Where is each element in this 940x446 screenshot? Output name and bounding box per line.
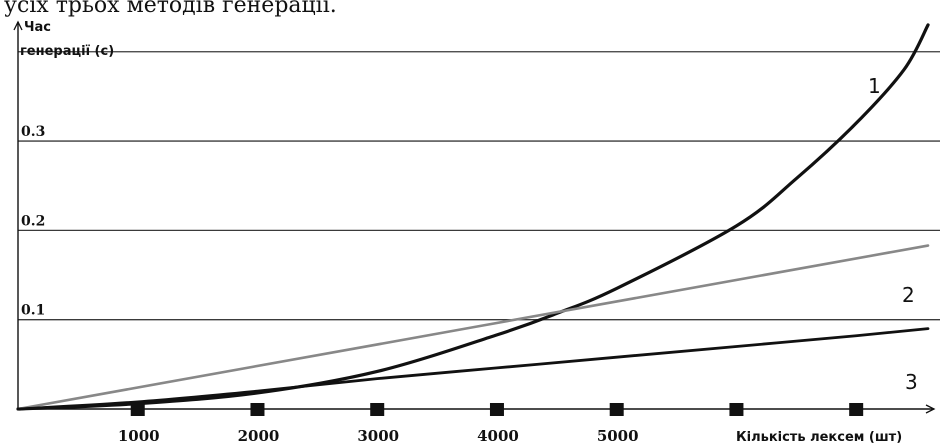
x-tick-label: 5000 — [597, 427, 639, 445]
x-axis-arrow — [925, 404, 936, 414]
x-tick-marker — [130, 403, 145, 416]
x-tick-label: 3000 — [357, 427, 399, 445]
x-tick-label: 1000 — [118, 427, 160, 445]
x-tick-markers — [130, 403, 864, 416]
series-label-3: 3 — [905, 370, 918, 394]
x-tick-marker — [250, 403, 265, 416]
x-tick-marker — [849, 403, 864, 416]
x-tick-label: 4000 — [477, 427, 519, 445]
series-line-1 — [16, 23, 930, 411]
y-tick-label: 0.3 — [21, 124, 45, 140]
grid-lines — [18, 51, 940, 321]
series-lines — [16, 23, 930, 411]
series-label-1: 1 — [868, 74, 881, 98]
x-tick-label: 2000 — [238, 427, 280, 445]
series-label-2: 2 — [902, 283, 915, 307]
x-tick-marker — [729, 403, 744, 416]
x-axis-label: Кількість лексем (шт) — [736, 430, 902, 445]
y-axis-label-line2: генерації (с) — [20, 44, 114, 59]
tick-labels: 1000 2000 3000 4000 5000 0.1 0.2 0.3 1 2 3 — [21, 74, 918, 445]
x-tick-marker — [609, 403, 624, 416]
x-tick-marker — [370, 403, 385, 416]
y-axis-label-line1: Час — [24, 20, 51, 35]
x-tick-marker — [489, 403, 504, 416]
y-axis-arrow — [13, 20, 23, 31]
y-tick-label: 0.2 — [21, 213, 45, 229]
caption-fragment: усіх трьох методів генерації. — [4, 0, 337, 18]
axes — [13, 20, 936, 414]
series-line-3 — [16, 327, 930, 411]
y-tick-label: 0.1 — [21, 303, 45, 319]
series-line-2 — [16, 244, 930, 411]
